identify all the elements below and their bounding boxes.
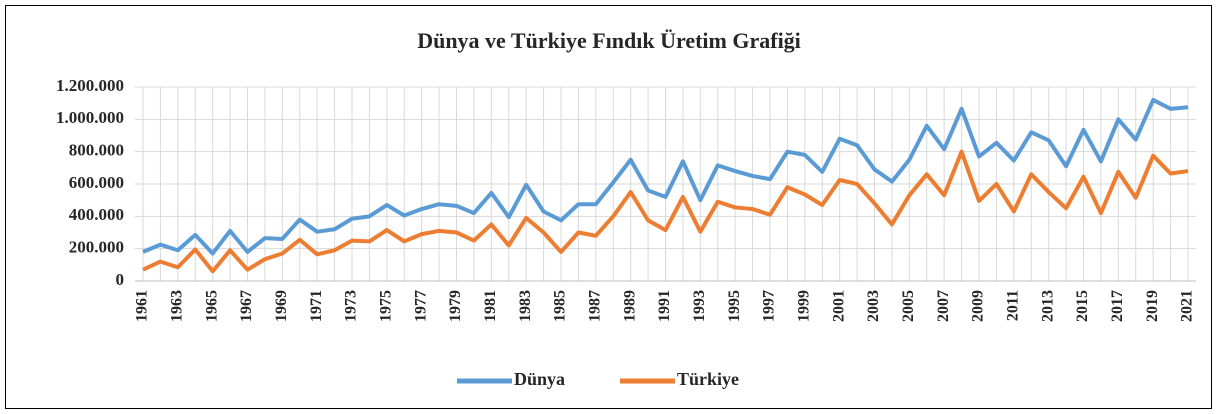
x-tick-label: 1983: [517, 290, 534, 322]
x-tick-label: 2019: [1144, 290, 1161, 322]
y-tick-label: 400.000: [69, 205, 124, 224]
x-tick-label: 1991: [656, 290, 673, 322]
x-tick-label: 1989: [621, 290, 638, 322]
x-tick-label: 1995: [726, 290, 743, 322]
x-tick-label: 2021: [1179, 290, 1196, 322]
x-tick-label: 2013: [1039, 290, 1056, 322]
x-tick-label: 1967: [238, 290, 255, 322]
x-tick-label: 1997: [761, 290, 778, 322]
x-tick-label: 2017: [1109, 290, 1126, 322]
x-tick-label: 1977: [412, 290, 429, 322]
y-tick-label: 600.000: [69, 173, 124, 192]
y-tick-label: 0: [116, 270, 125, 289]
x-tick-label: 1993: [691, 290, 708, 322]
chart-title: Dünya ve Türkiye Fındık Üretim Grafiği: [417, 28, 801, 53]
x-tick-label: 1971: [308, 290, 325, 322]
y-tick-label: 800.000: [69, 141, 124, 160]
x-tick-label: 1961: [134, 290, 151, 322]
x-tick-label: 2005: [900, 290, 917, 322]
x-tick-label: 1969: [273, 290, 290, 322]
x-tick-label: 1963: [169, 290, 186, 322]
x-tick-label: 1979: [447, 290, 464, 322]
legend-label: Türkiye: [677, 369, 739, 389]
x-tick-label: 2011: [1005, 290, 1022, 321]
x-tick-label: 1975: [378, 290, 395, 322]
y-tick-label: 1.200.000: [56, 76, 124, 95]
x-tick-label: 1999: [796, 290, 813, 322]
x-tick-label: 1965: [203, 290, 220, 322]
x-tick-label: 2007: [935, 290, 952, 322]
y-tick-label: 200.000: [69, 238, 124, 257]
x-tick-label: 1973: [343, 290, 360, 322]
y-tick-label: 1.000.000: [56, 108, 124, 127]
data-line: [142, 149, 1189, 274]
x-tick-label: 2003: [865, 290, 882, 322]
x-tick-label: 1985: [552, 290, 569, 322]
x-tick-label: 2001: [830, 290, 847, 322]
x-tick-label: 1981: [482, 290, 499, 322]
legend-label: Dünya: [514, 369, 565, 389]
data-line: [142, 97, 1189, 256]
x-tick-label: 2009: [970, 290, 987, 322]
chart-frame: [5, 5, 1212, 409]
x-tick-label: 2015: [1074, 290, 1091, 322]
x-tick-label: 1987: [587, 290, 604, 322]
